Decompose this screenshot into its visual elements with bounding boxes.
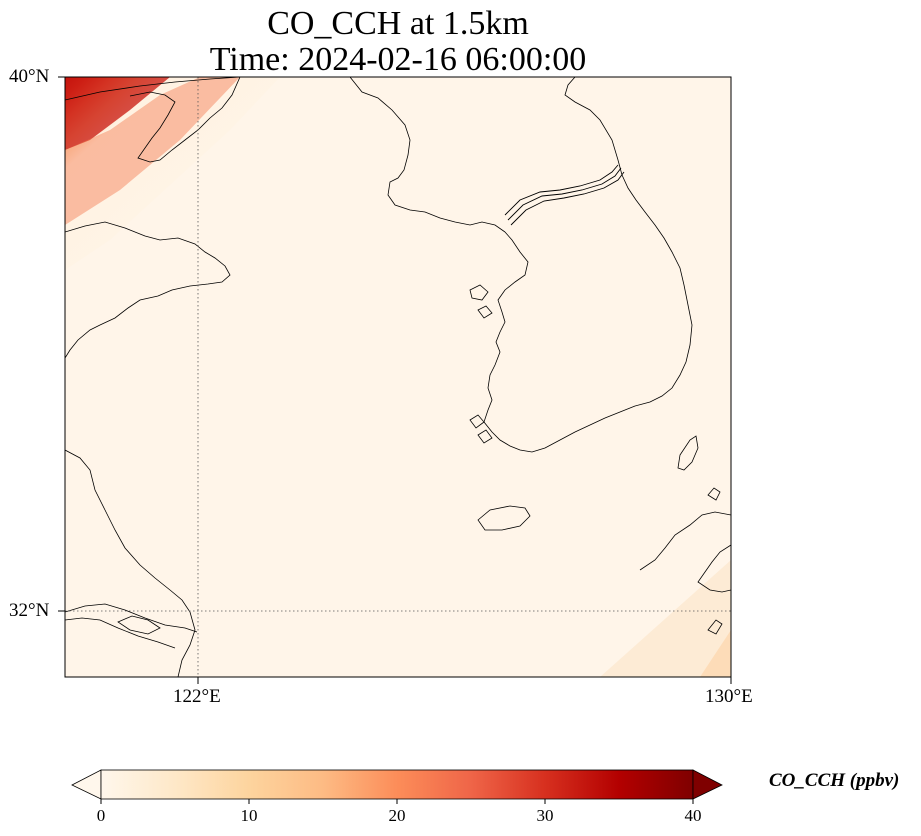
gridlines: [65, 77, 731, 677]
map-title: CO_CCH at 1.5km: [267, 5, 529, 42]
colorbar-label: CO_CCH (ppbv): [769, 770, 900, 791]
colorbar-tick-20: 20: [388, 806, 406, 825]
colorbar-tick-0: 0: [96, 806, 106, 825]
colorbar-tick-10: 10: [240, 806, 258, 825]
map-subtitle-time: Time: 2024-02-16 06:00:00: [209, 41, 587, 78]
colorbar-tick-30: 30: [536, 806, 554, 825]
colorbar: [71, 769, 723, 804]
concentration-field: [65, 77, 731, 677]
lon-label-122e: 122°E: [173, 686, 221, 707]
lon-label-130e: 130°E: [705, 686, 753, 707]
map-frame: [64, 76, 732, 678]
lat-label-32n: 32°N: [9, 600, 50, 621]
axis-ticks: [58, 76, 732, 684]
colorbar-tick-40: 40: [684, 806, 702, 825]
lat-label-40n: 40°N: [9, 66, 50, 87]
coastlines: [65, 77, 731, 677]
